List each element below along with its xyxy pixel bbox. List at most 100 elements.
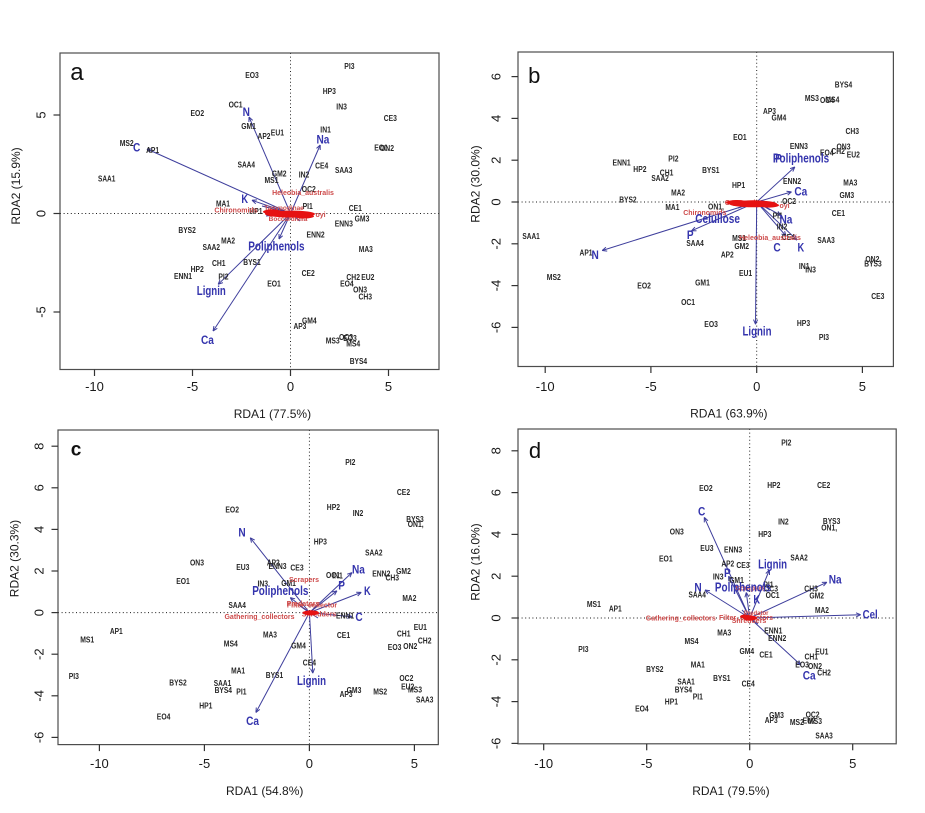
svg-text:ON2: ON2	[380, 144, 394, 153]
svg-text:SAA4: SAA4	[686, 239, 704, 248]
svg-text:-10: -10	[85, 379, 104, 394]
svg-text:4: 4	[489, 531, 504, 538]
svg-text:MS1: MS1	[265, 176, 279, 185]
svg-text:HP2: HP2	[633, 165, 647, 174]
svg-text:RDA1 (77.5%): RDA1 (77.5%)	[234, 407, 311, 421]
svg-text:5: 5	[411, 756, 418, 771]
svg-text:5: 5	[849, 756, 856, 771]
svg-text:0: 0	[753, 379, 760, 394]
svg-text:ENN2: ENN2	[783, 177, 802, 186]
svg-text:CE1: CE1	[832, 209, 846, 218]
svg-text:Gathering_collectors: Gathering_collectors	[224, 614, 294, 621]
svg-text:GM4: GM4	[739, 647, 754, 656]
svg-text:Lignin: Lignin	[297, 674, 326, 688]
svg-text:Na: Na	[352, 563, 365, 577]
svg-text:MS2: MS2	[790, 718, 804, 727]
svg-text:Heleobia_australis: Heleobia_australis	[739, 235, 801, 242]
svg-text:4: 4	[489, 115, 504, 122]
svg-text:EO4: EO4	[340, 280, 354, 289]
svg-text:GM2: GM2	[734, 242, 749, 251]
svg-text:0: 0	[34, 210, 49, 217]
svg-text:C: C	[355, 610, 363, 624]
svg-text:IN2: IN2	[353, 509, 364, 518]
svg-text:AP1: AP1	[146, 146, 159, 155]
svg-text:MA2: MA2	[221, 237, 235, 246]
svg-text:Boccardiella: Boccardiella	[269, 216, 308, 223]
svg-text:MA1: MA1	[216, 200, 230, 209]
svg-text:CE1: CE1	[337, 631, 351, 640]
svg-text:SAA2: SAA2	[651, 174, 669, 183]
svg-text:PI2: PI2	[781, 439, 792, 448]
svg-text:HP3: HP3	[797, 319, 811, 328]
svg-text:RDA1 (54.8%): RDA1 (54.8%)	[226, 784, 303, 798]
svg-text:EU2: EU2	[847, 151, 861, 160]
svg-text:b: b	[528, 63, 540, 88]
svg-text:CH3: CH3	[359, 292, 373, 301]
svg-text:IN3: IN3	[336, 103, 347, 112]
svg-text:2: 2	[32, 567, 47, 574]
svg-text:SAA1: SAA1	[677, 678, 695, 687]
svg-text:OC2: OC2	[399, 674, 413, 683]
svg-text:PI3: PI3	[819, 333, 830, 342]
svg-text:GM4: GM4	[302, 317, 317, 326]
svg-text:CE2: CE2	[397, 488, 411, 497]
svg-text:EU2: EU2	[361, 273, 375, 282]
svg-text:ON1,: ON1,	[708, 203, 724, 212]
svg-text:MS1: MS1	[587, 600, 601, 609]
svg-text:MS3: MS3	[808, 717, 822, 726]
svg-text:CE3: CE3	[384, 114, 398, 123]
svg-text:OC2: OC2	[806, 710, 820, 719]
svg-text:CE3: CE3	[290, 564, 304, 573]
svg-text:MA3: MA3	[843, 178, 857, 187]
svg-text:MS1: MS1	[732, 234, 746, 243]
svg-text:N: N	[694, 581, 701, 595]
svg-text:SAA1: SAA1	[214, 679, 232, 688]
svg-text:CE4: CE4	[303, 659, 317, 668]
svg-text:EO3: EO3	[388, 643, 402, 652]
svg-text:SAA3: SAA3	[817, 236, 835, 245]
svg-text:HP1: HP1	[199, 702, 213, 711]
svg-text:HP1: HP1	[665, 698, 679, 707]
svg-text:BYS2: BYS2	[646, 665, 664, 674]
svg-text:-5: -5	[34, 306, 49, 318]
svg-text:Poliphenols: Poliphenols	[248, 240, 304, 254]
svg-text:GM1: GM1	[281, 579, 296, 588]
svg-text:HP3: HP3	[758, 530, 772, 539]
svg-text:MS2: MS2	[373, 688, 387, 697]
svg-text:P: P	[687, 228, 694, 242]
svg-text:CE1: CE1	[349, 204, 363, 213]
svg-text:BYS1: BYS1	[713, 674, 731, 683]
svg-text:SAA2: SAA2	[790, 553, 808, 562]
svg-text:MS4: MS4	[224, 639, 238, 648]
svg-text:0: 0	[287, 379, 294, 394]
svg-text:AP3: AP3	[340, 690, 353, 699]
svg-text:K: K	[753, 593, 760, 607]
svg-text:CH3: CH3	[386, 574, 400, 583]
svg-text:BYS3: BYS3	[406, 515, 424, 524]
svg-text:GM3: GM3	[839, 191, 854, 200]
svg-text:PI2: PI2	[668, 154, 679, 163]
svg-text:EO3: EO3	[704, 320, 718, 329]
svg-text:MS4: MS4	[685, 637, 699, 646]
svg-text:-5: -5	[641, 756, 653, 771]
svg-text:PI3: PI3	[344, 62, 355, 71]
svg-text:SAA2: SAA2	[203, 243, 221, 252]
svg-text:CE3: CE3	[871, 292, 885, 301]
svg-text:CH1: CH1	[212, 259, 226, 268]
svg-text:c: c	[71, 440, 82, 461]
svg-text:-4: -4	[489, 696, 504, 708]
svg-text:SAA3: SAA3	[815, 732, 833, 741]
svg-text:AP1: AP1	[580, 249, 593, 258]
svg-text:6: 6	[32, 484, 47, 491]
svg-text:ENN1: ENN1	[764, 627, 783, 636]
svg-text:-6: -6	[489, 738, 504, 750]
svg-text:Lignin: Lignin	[758, 557, 787, 571]
svg-text:Lignin: Lignin	[197, 284, 226, 298]
svg-text:EU3: EU3	[700, 544, 714, 553]
svg-text:Ca: Ca	[246, 714, 259, 728]
svg-text:K: K	[241, 192, 248, 206]
svg-text:C: C	[698, 505, 706, 519]
svg-text:AP3: AP3	[765, 716, 778, 725]
svg-text:Predators: Predators	[287, 601, 320, 608]
svg-text:5: 5	[34, 111, 49, 118]
